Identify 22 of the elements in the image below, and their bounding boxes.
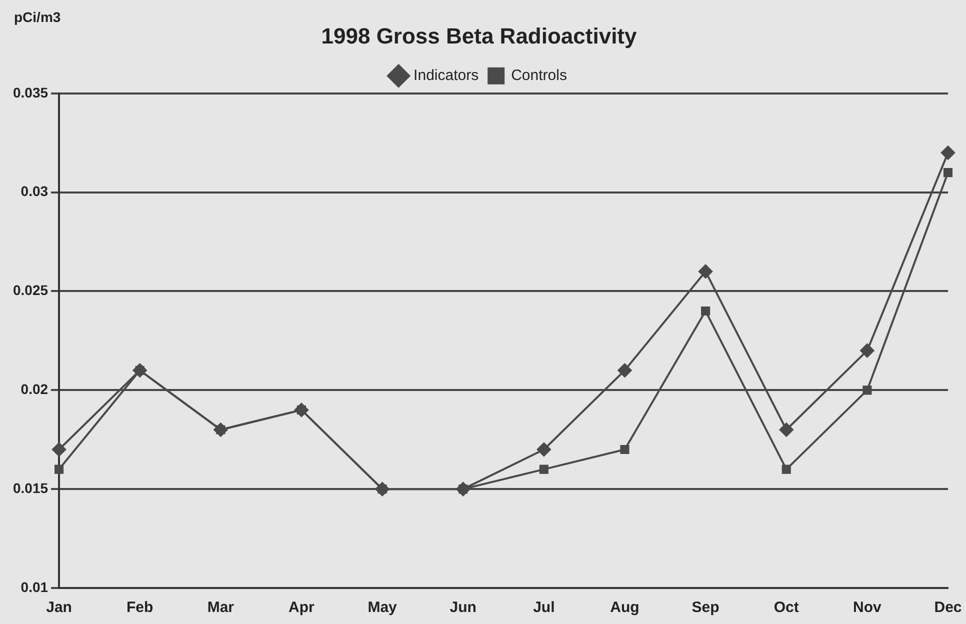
x-tick-label: Oct (774, 599, 799, 616)
y-tick-label: 0.03 (20, 183, 48, 200)
x-tick-label: Apr (288, 599, 315, 616)
x-tick-label: Feb (126, 599, 154, 616)
legend-label: Indicators (414, 67, 479, 84)
y-axis-title: pCi/m3 (14, 8, 61, 25)
x-tick-label: May (368, 599, 398, 616)
chart-title: 1998 Gross Beta Radioactivity (321, 23, 638, 48)
y-tick-label: 0.01 (20, 578, 48, 595)
x-tick-label: Jun (450, 599, 476, 616)
y-tick-label: 0.035 (12, 84, 48, 100)
y-tick-label: 0.015 (12, 480, 48, 496)
y-tick-label: 0.02 (20, 381, 48, 398)
x-tick-label: Jan (46, 599, 72, 616)
x-tick-label: Nov (853, 599, 882, 616)
legend-label: Controls (511, 67, 567, 84)
x-tick-label: Dec (934, 599, 962, 616)
x-tick-label: Jul (533, 599, 555, 616)
y-tick-label: 0.025 (12, 282, 48, 298)
x-tick-label: Sep (692, 599, 720, 616)
x-tick-label: Mar (207, 599, 234, 616)
x-tick-label: Aug (610, 599, 640, 616)
